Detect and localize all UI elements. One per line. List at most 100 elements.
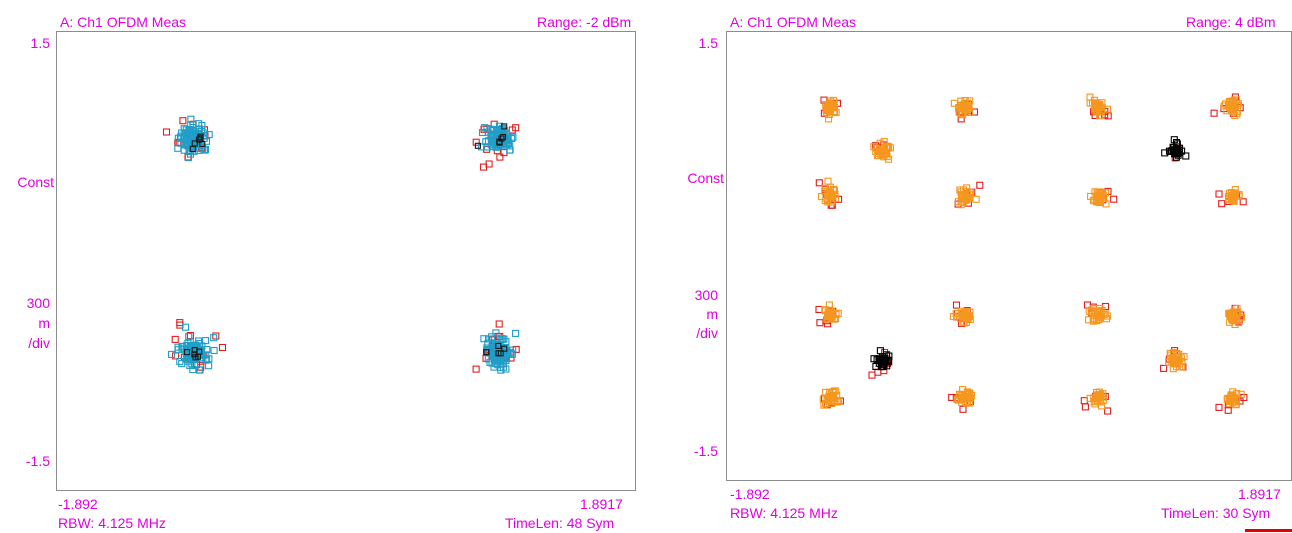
constellation-point xyxy=(868,347,893,379)
y-scale-unit: m xyxy=(38,315,50,331)
measured-symbol xyxy=(478,143,486,151)
measured-symbol xyxy=(205,362,213,370)
measured-symbol xyxy=(210,346,218,355)
measured-symbol xyxy=(168,350,176,358)
plot-area[interactable] xyxy=(56,31,636,491)
range-label: Range: -2 dBm xyxy=(537,14,632,30)
x-axis-stop-label: 1.8917 xyxy=(1238,486,1281,502)
pilot-symbol xyxy=(189,145,196,152)
measured-symbol xyxy=(185,333,193,341)
y-scale-div: /div xyxy=(28,335,50,351)
measured-symbol xyxy=(492,329,500,337)
constellation-point xyxy=(948,385,976,413)
range-label: Range: 4 dBm xyxy=(1186,14,1276,30)
constellation-point xyxy=(1215,388,1248,414)
measured-symbol xyxy=(963,184,971,192)
reference-symbol xyxy=(1210,109,1218,117)
timelen-label: TimeLen: 30 Sym xyxy=(1161,505,1271,521)
reference-symbol xyxy=(1104,407,1112,415)
cluster-core xyxy=(1227,392,1239,403)
cluster-core xyxy=(1170,355,1182,366)
reference-symbol xyxy=(1224,406,1232,414)
cluster-core xyxy=(1093,191,1104,202)
constellation-panel-left: A: Ch1 OFDM Meas Range: -2 dBm 1.5 Const… xyxy=(17,14,636,531)
pilot-symbol xyxy=(501,123,508,130)
y-axis-bottom-label: -1.5 xyxy=(693,443,718,459)
rbw-label: RBW: 4.125 MHz xyxy=(730,505,838,521)
y-scale-value: 300 xyxy=(26,295,50,311)
pilot-symbol xyxy=(497,350,504,357)
reference-symbol xyxy=(496,153,504,161)
measured-symbol xyxy=(886,144,894,152)
reference-symbol xyxy=(512,124,520,132)
reference-symbol xyxy=(1218,200,1226,208)
pilot-symbol xyxy=(498,135,505,142)
cluster-core xyxy=(958,392,970,403)
reference-symbol xyxy=(815,305,823,314)
constellation-point xyxy=(472,320,520,374)
x-axis-start-label: -1.892 xyxy=(58,496,98,512)
measured-symbol xyxy=(195,120,203,128)
measured-symbol xyxy=(1237,313,1246,321)
constellation-point xyxy=(1083,301,1111,325)
measured-symbol xyxy=(202,355,211,363)
reference-symbol xyxy=(1081,403,1089,411)
reference-symbol xyxy=(952,301,961,309)
reference-symbol xyxy=(1215,190,1223,198)
constellation-point xyxy=(954,181,984,209)
constellation-point xyxy=(815,301,842,328)
measured-symbol xyxy=(176,357,184,365)
measured-symbol xyxy=(1085,316,1093,324)
constellation-point xyxy=(472,120,520,171)
measured-symbol xyxy=(959,385,967,394)
cluster-core xyxy=(1227,191,1239,202)
plot-area[interactable] xyxy=(726,31,1292,481)
reference-symbol xyxy=(212,332,220,340)
measured-symbol xyxy=(490,363,498,371)
reference-symbol xyxy=(179,117,187,125)
constellation-point xyxy=(162,115,213,162)
constellation-point xyxy=(1087,187,1118,208)
constellation-point xyxy=(1086,93,1112,120)
pilot-symbol xyxy=(183,349,191,356)
reference-symbol xyxy=(162,128,171,136)
pilot-symbol xyxy=(483,349,490,356)
constellation-svg xyxy=(815,93,1248,415)
cluster-core xyxy=(876,355,888,366)
pilot-symbol xyxy=(495,342,502,349)
constellation-point xyxy=(949,301,974,328)
measured-symbol xyxy=(512,329,520,337)
x-axis-stop-label: 1.8917 xyxy=(580,496,623,512)
measured-symbol xyxy=(1231,320,1239,329)
reference-symbol xyxy=(495,320,503,328)
measured-symbol xyxy=(876,347,884,355)
constellation-point xyxy=(1215,185,1247,208)
cluster-core xyxy=(958,191,970,202)
measured-symbol xyxy=(178,360,186,368)
measured-symbol xyxy=(1086,394,1094,402)
reference-symbol xyxy=(1160,364,1168,372)
constellation-point xyxy=(168,319,227,374)
y-axis-top-label: 1.5 xyxy=(698,35,718,51)
y-axis-format-label: Const xyxy=(17,174,54,190)
chart-title: A: Ch1 OFDM Meas xyxy=(60,14,187,30)
cluster-core xyxy=(958,310,970,321)
reference-symbol xyxy=(1239,198,1247,206)
cluster-core xyxy=(1093,392,1104,403)
reference-symbol xyxy=(479,163,488,171)
cluster-core xyxy=(876,146,888,157)
reference-symbol xyxy=(816,319,824,327)
reference-symbol xyxy=(218,343,227,352)
y-scale-unit: m xyxy=(706,306,718,322)
measured-symbol xyxy=(824,177,832,185)
measured-symbol xyxy=(1170,136,1178,144)
measured-symbol xyxy=(201,146,209,154)
measured-symbol xyxy=(480,335,488,343)
measured-symbol xyxy=(174,346,182,354)
reference-symbol xyxy=(472,138,480,146)
pilot-symbol xyxy=(191,347,198,354)
measured-symbol xyxy=(1180,353,1188,361)
cluster-core xyxy=(824,392,836,403)
reference-symbol xyxy=(500,149,508,157)
constellation-point xyxy=(1161,136,1190,162)
